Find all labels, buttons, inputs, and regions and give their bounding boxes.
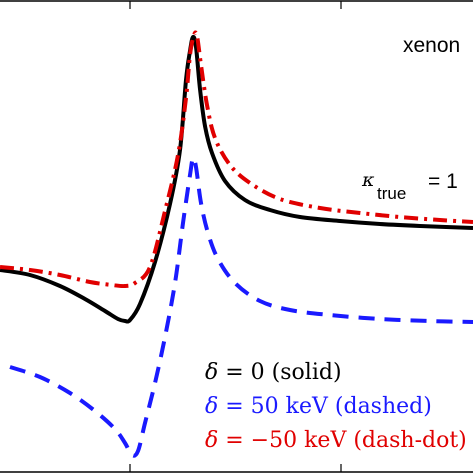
series-layer bbox=[0, 30, 473, 458]
legend-eq: = 50 keV bbox=[218, 394, 329, 419]
legend-delta: δ bbox=[205, 428, 218, 453]
kappa-symbol: κ bbox=[361, 169, 375, 191]
legend-eq: = 0 bbox=[218, 360, 264, 385]
legend-desc: (dash-dot) bbox=[346, 428, 466, 453]
legend: δ = 0 (solid) δ = 50 keV (dashed) δ = −5… bbox=[205, 360, 467, 453]
legend-eq: = −50 keV bbox=[218, 428, 347, 453]
legend-entry-dashdot: δ = −50 keV (dash-dot) bbox=[205, 428, 467, 453]
series-line-solid bbox=[0, 34, 473, 324]
legend-desc: (dashed) bbox=[328, 394, 432, 419]
series-line-dashed bbox=[9, 155, 473, 458]
legend-delta: δ bbox=[205, 360, 218, 385]
legend-delta: δ bbox=[205, 394, 218, 419]
series-line-dashdot bbox=[0, 30, 473, 289]
material-label: xenon bbox=[403, 34, 460, 57]
legend-entry-dashed: δ = 50 keV (dashed) bbox=[205, 394, 432, 419]
legend-desc: (solid) bbox=[265, 360, 342, 385]
kappa-subscript: true bbox=[377, 184, 406, 203]
kappa-value: = 1 bbox=[428, 170, 458, 193]
legend-entry-solid: δ = 0 (solid) bbox=[205, 360, 342, 385]
